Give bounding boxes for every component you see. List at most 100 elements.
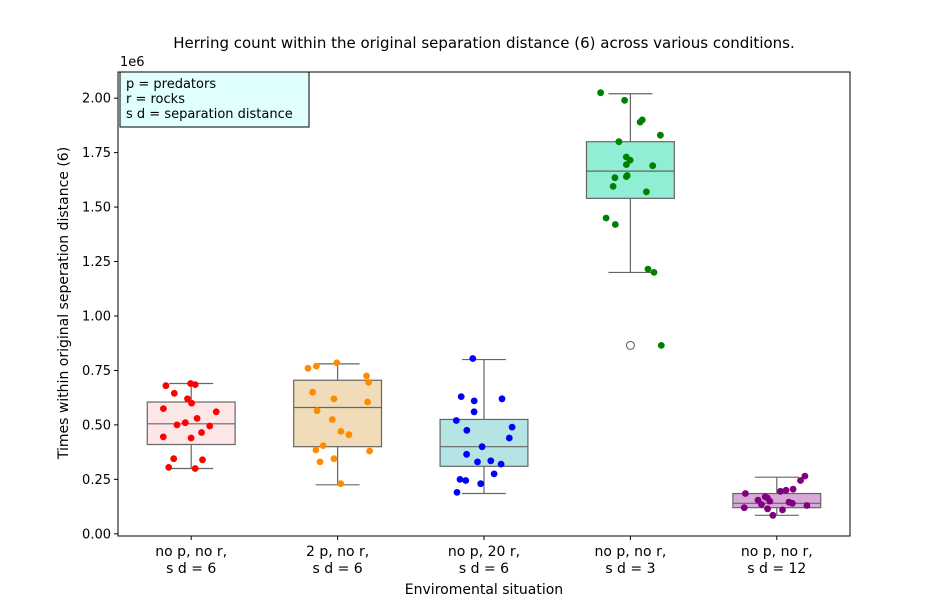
data-point [313, 407, 321, 415]
data-point [304, 364, 312, 372]
boxes-layer [146, 93, 822, 516]
data-point [173, 421, 181, 429]
data-point [170, 389, 178, 397]
x-tick-label: 2 p, no r, [306, 544, 369, 560]
data-point [740, 504, 748, 512]
category-box [732, 476, 822, 516]
category-box [146, 382, 236, 470]
data-point [497, 460, 505, 468]
data-point [462, 477, 470, 484]
y-tick-label: 1.25 [82, 255, 111, 270]
data-point [490, 470, 498, 478]
legend-line: s d = separation distance [126, 107, 293, 122]
x-tick-label: s d = 6 [166, 561, 216, 577]
category-box [585, 93, 675, 350]
data-point [597, 89, 604, 97]
x-tick-label: no p, no r, [155, 544, 227, 560]
chart-title: Herring count within the original separa… [173, 34, 795, 52]
y-tick-label: 0.75 [82, 364, 111, 379]
data-point [330, 455, 338, 463]
legend-line: p = predators [126, 77, 216, 92]
points-layer [159, 89, 811, 519]
data-point [498, 395, 506, 403]
data-point [801, 472, 809, 480]
data-point [505, 434, 513, 442]
data-point [453, 489, 461, 496]
x-tick-label: no p, no r, [741, 544, 813, 560]
x-tick-label: no p, no r, [595, 544, 667, 560]
data-point [337, 480, 345, 488]
data-point [602, 214, 610, 222]
data-point [621, 96, 628, 104]
data-point [623, 161, 630, 169]
data-point [508, 423, 516, 431]
data-point [470, 408, 478, 416]
legend-frame [119, 71, 310, 128]
data-point [328, 416, 336, 423]
data-point [477, 480, 485, 488]
data-point [779, 506, 786, 514]
data-point [364, 398, 371, 406]
data-point [487, 457, 495, 465]
y-tick-label: 1.00 [82, 309, 111, 324]
y-tick-label: 1.75 [82, 146, 111, 161]
data-point [789, 485, 797, 493]
data-point [191, 381, 199, 388]
data-point [199, 456, 206, 464]
data-point [188, 399, 196, 407]
data-point [611, 174, 619, 182]
data-point [803, 502, 811, 509]
data-point [181, 419, 189, 427]
data-point [478, 443, 486, 451]
y-tick-label: 1.50 [82, 201, 111, 216]
data-point [333, 359, 341, 367]
data-point [463, 426, 471, 434]
data-point [657, 342, 665, 349]
data-point [609, 183, 617, 190]
data-point [363, 372, 370, 380]
iqr-box [293, 379, 383, 448]
data-point [764, 505, 771, 513]
data-point [159, 433, 167, 441]
data-point [643, 188, 650, 196]
data-point [312, 446, 320, 454]
data-point [184, 395, 191, 403]
data-point [198, 429, 206, 436]
data-point [758, 501, 765, 508]
data-point [463, 450, 470, 458]
data-point [365, 379, 372, 386]
data-point [644, 265, 652, 273]
data-point [742, 490, 749, 497]
data-point [170, 455, 178, 463]
category-box [293, 363, 383, 486]
data-point [162, 382, 170, 390]
iqr-box [732, 492, 822, 509]
outlier-marker [625, 340, 635, 350]
data-point [191, 465, 199, 472]
data-point [165, 464, 173, 471]
data-point [469, 355, 477, 362]
data-point [777, 487, 784, 495]
x-tick-label: s d = 12 [747, 561, 806, 577]
y-tick-label: 0.00 [82, 527, 111, 542]
data-point [330, 395, 338, 403]
x-tick-label: no p, 20 r, [448, 544, 520, 560]
ticks-layer: 0.00 0.25 0.50 0.75 1.00 1.25 1.50 1.75 2.00 no p… [82, 92, 813, 577]
x-axis-label: Enviromental situation [405, 582, 563, 598]
data-point [615, 138, 623, 146]
data-point [316, 458, 324, 466]
iqr-box [585, 141, 675, 199]
data-point [623, 173, 630, 181]
data-point [611, 221, 619, 228]
data-point [319, 442, 327, 449]
y-tick-label: 0.25 [82, 473, 111, 488]
data-point [456, 476, 464, 483]
data-point [337, 428, 345, 435]
data-point [312, 362, 320, 370]
data-point [766, 497, 774, 505]
x-tick-label: s d = 6 [459, 561, 509, 577]
data-point [212, 408, 220, 416]
data-point [769, 511, 777, 519]
